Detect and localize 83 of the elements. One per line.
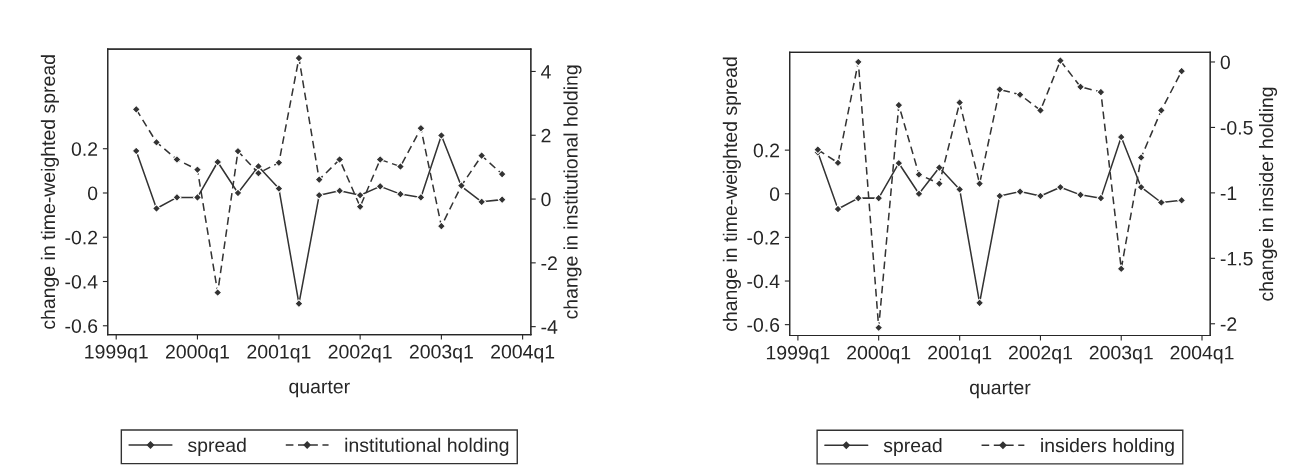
x-tick-label: 2003q1 (1089, 345, 1153, 364)
point (152, 204, 161, 213)
point (833, 158, 843, 168)
legend-label: spread (187, 437, 246, 456)
x-tick-label: 2000q1 (165, 344, 229, 363)
point (874, 323, 884, 333)
point (395, 162, 405, 171)
y2-tick-label: -2 (1220, 317, 1237, 331)
point (853, 57, 863, 67)
point (894, 100, 904, 110)
point (1096, 87, 1106, 97)
y2-tick-label: -4 (541, 320, 558, 334)
y2-tick-label: -2 (541, 256, 557, 270)
x-tick-label: 2002q1 (328, 344, 392, 363)
y2-tick-label: 0 (541, 192, 551, 207)
y-tick-label: -0.6 (65, 319, 98, 333)
y-tick-label: 0 (769, 187, 780, 201)
legend-label: institutional holding (345, 437, 509, 456)
point (874, 193, 884, 203)
point (355, 202, 365, 212)
point (833, 204, 843, 214)
y2-tick-label: -0.5 (1220, 120, 1253, 135)
point (233, 188, 243, 198)
point (416, 123, 426, 133)
point (995, 191, 1005, 201)
x-tick-label: 1999q1 (85, 344, 148, 363)
y-axis-title: change in time-weighted spread (40, 55, 59, 329)
point (1096, 193, 1106, 203)
point (995, 85, 1005, 94)
y-tick-label: 0.2 (71, 142, 98, 156)
point (274, 158, 284, 168)
x-tick-label: 2004q1 (491, 344, 555, 363)
x-tick-label: 2001q1 (928, 345, 992, 364)
point (355, 190, 365, 200)
y2-tick-label: 4 (541, 65, 551, 79)
point (131, 146, 141, 156)
point (172, 192, 182, 202)
y-tick-label: 0 (87, 186, 98, 201)
point (335, 186, 345, 196)
point (294, 53, 304, 63)
y2-tick-label: -1.5 (1220, 251, 1253, 266)
legend-label: insiders holding (1041, 438, 1174, 457)
point (914, 170, 924, 179)
x-axis-title: quarter (289, 380, 350, 398)
point (193, 192, 202, 202)
point (294, 299, 304, 309)
point (375, 181, 385, 191)
x-tick-label: 2001q1 (247, 344, 311, 363)
point (1116, 264, 1126, 274)
point (1015, 90, 1025, 100)
point (253, 168, 263, 178)
point (1116, 132, 1126, 142)
point (314, 190, 324, 200)
point (853, 193, 863, 203)
point (213, 157, 223, 167)
x-axis-title: quarter (969, 381, 1031, 399)
x-tick-label: 2003q1 (409, 344, 473, 363)
point (914, 189, 924, 199)
legend-label: spread (883, 438, 942, 457)
y-tick-label: -0.4 (747, 274, 780, 289)
y2-axis-title: change in institutional holding (563, 65, 582, 319)
y-tick-label: -0.4 (65, 274, 98, 289)
y-axis-title: change in time-weighted spread (722, 57, 741, 331)
y-tick-label: -0.2 (747, 230, 780, 245)
y2-tick-label: 2 (541, 128, 551, 143)
point (1036, 191, 1045, 201)
y2-tick-label: 0 (1220, 55, 1230, 70)
x-tick-label: 1999q1 (766, 345, 830, 364)
y2-tick-label: -1 (1220, 186, 1237, 200)
point (193, 165, 202, 175)
x-tick-label: 2004q1 (1170, 345, 1234, 364)
point (894, 158, 904, 168)
x-tick-label: 2002q1 (1008, 345, 1072, 364)
y-tick-label: -0.6 (747, 318, 780, 332)
point (233, 146, 243, 156)
y-tick-label: 0.2 (753, 143, 780, 158)
point (172, 155, 182, 164)
y-tick-label: -0.2 (65, 230, 98, 245)
y2-axis-title: change in insider holding (1258, 87, 1278, 301)
point (1136, 182, 1146, 192)
point (497, 169, 507, 179)
point (1055, 182, 1065, 192)
x-tick-label: 2000q1 (847, 345, 911, 364)
